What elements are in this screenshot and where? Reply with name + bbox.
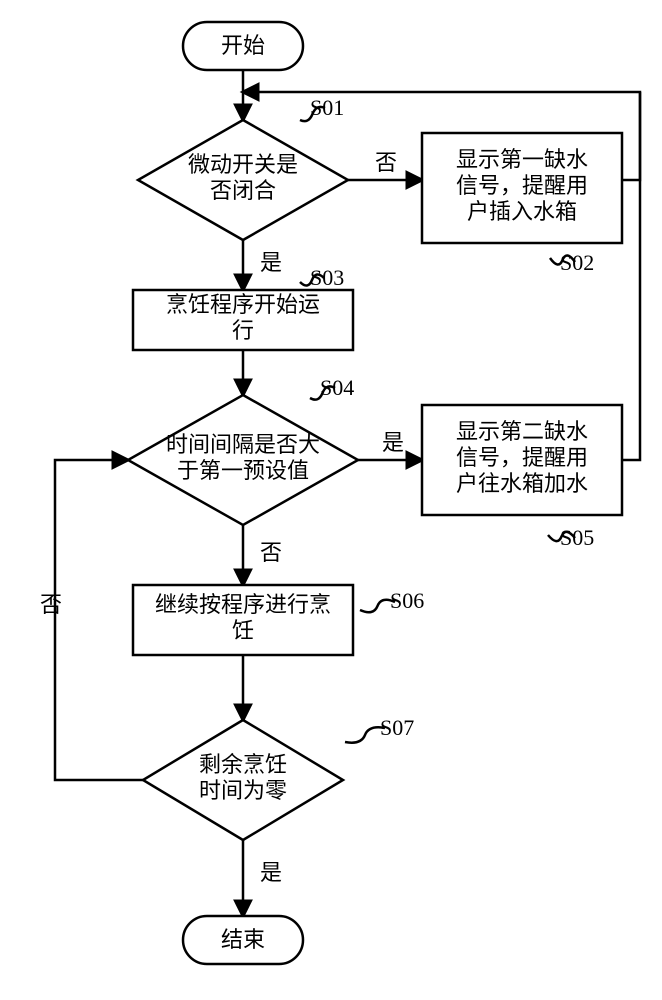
step-label: S01 (310, 95, 344, 120)
svg-text:信号，提醒用: 信号，提醒用 (456, 173, 588, 198)
node-d_s01: 微动开关是否闭合 (138, 120, 348, 240)
svg-text:饪: 饪 (232, 618, 254, 643)
svg-text:微动开关是: 微动开关是 (188, 152, 298, 177)
node-d_s07: 剩余烹饪时间为零 (143, 720, 343, 840)
node-p_s06: 继续按程序进行烹饪 (133, 585, 353, 655)
edge-label: 是 (382, 430, 404, 455)
svg-text:显示第一缺水: 显示第一缺水 (456, 147, 588, 172)
edge (622, 92, 640, 460)
svg-text:继续按程序进行烹: 继续按程序进行烹 (155, 592, 331, 617)
svg-text:显示第二缺水: 显示第二缺水 (456, 419, 588, 444)
edge-label: 否 (375, 150, 397, 175)
svg-text:于第一预设值: 于第一预设值 (177, 458, 309, 483)
edge-label: 否 (40, 592, 62, 617)
node-p_s05: 显示第二缺水信号，提醒用户往水箱加水 (422, 405, 622, 515)
node-d_s04: 时间间隔是否大于第一预设值 (128, 395, 358, 525)
svg-text:行: 行 (232, 318, 254, 343)
svg-text:开始: 开始 (221, 33, 265, 58)
svg-text:时间为零: 时间为零 (199, 778, 287, 803)
svg-text:户插入水箱: 户插入水箱 (467, 199, 577, 224)
edge-label: 是 (260, 860, 282, 885)
svg-text:结束: 结束 (221, 927, 265, 952)
step-label: S07 (380, 715, 414, 740)
edge (55, 460, 143, 780)
svg-text:剩余烹饪: 剩余烹饪 (199, 752, 287, 777)
node-p_s03: 烹饪程序开始运行 (133, 290, 353, 350)
node-end: 结束 (183, 916, 303, 964)
edge-label: 否 (260, 540, 282, 565)
step-label: S06 (390, 588, 424, 613)
step-label: S03 (310, 265, 344, 290)
step-label: S02 (560, 250, 594, 275)
squiggle (345, 727, 385, 742)
svg-text:时间间隔是否大: 时间间隔是否大 (166, 432, 320, 457)
svg-text:户往水箱加水: 户往水箱加水 (456, 471, 588, 496)
svg-text:烹饪程序开始运: 烹饪程序开始运 (166, 292, 320, 317)
svg-text:信号，提醒用: 信号，提醒用 (456, 445, 588, 470)
svg-text:否闭合: 否闭合 (210, 178, 276, 203)
edge-label: 是 (260, 250, 282, 275)
step-label: S05 (560, 525, 594, 550)
node-start: 开始 (183, 22, 303, 70)
node-p_s02: 显示第一缺水信号，提醒用户插入水箱 (422, 133, 622, 243)
